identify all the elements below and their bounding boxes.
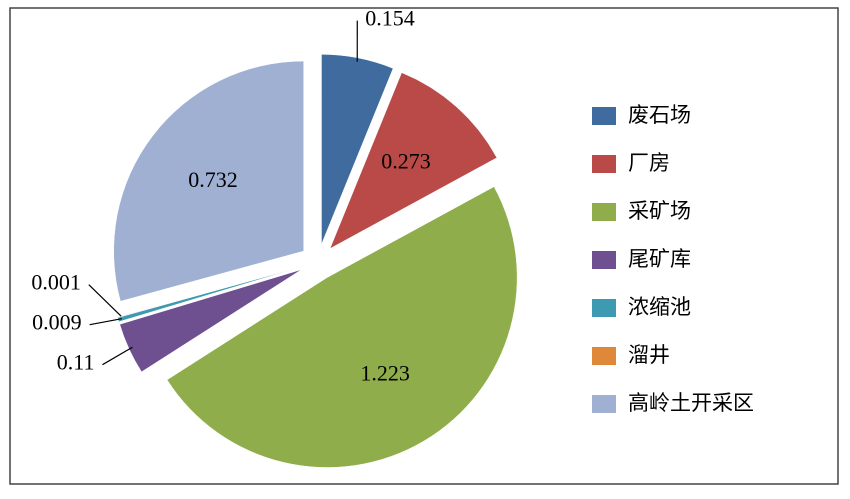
legend-swatch (592, 107, 616, 125)
legend-swatch (592, 203, 616, 221)
legend-label: 废石场 (628, 103, 691, 127)
legend-swatch (592, 347, 616, 365)
value-label: 0.001 (31, 270, 81, 295)
legend-label: 尾矿库 (628, 247, 691, 271)
value-label: 1.223 (360, 361, 410, 386)
legend-swatch (592, 251, 616, 269)
legend-swatch (592, 299, 616, 317)
value-label: 0.009 (32, 310, 82, 335)
legend-label: 高岭土开采区 (628, 391, 754, 415)
value-label: 0.273 (381, 149, 431, 174)
legend-label: 采矿场 (628, 199, 691, 223)
value-label: 0.11 (57, 350, 95, 375)
value-label: 0.154 (365, 6, 415, 31)
value-label: 0.732 (188, 167, 238, 192)
legend-swatch (592, 155, 616, 173)
legend-label: 浓缩池 (628, 295, 691, 319)
legend-label: 溜井 (628, 343, 670, 367)
legend-label: 厂房 (628, 151, 670, 175)
legend-swatch (592, 395, 616, 413)
